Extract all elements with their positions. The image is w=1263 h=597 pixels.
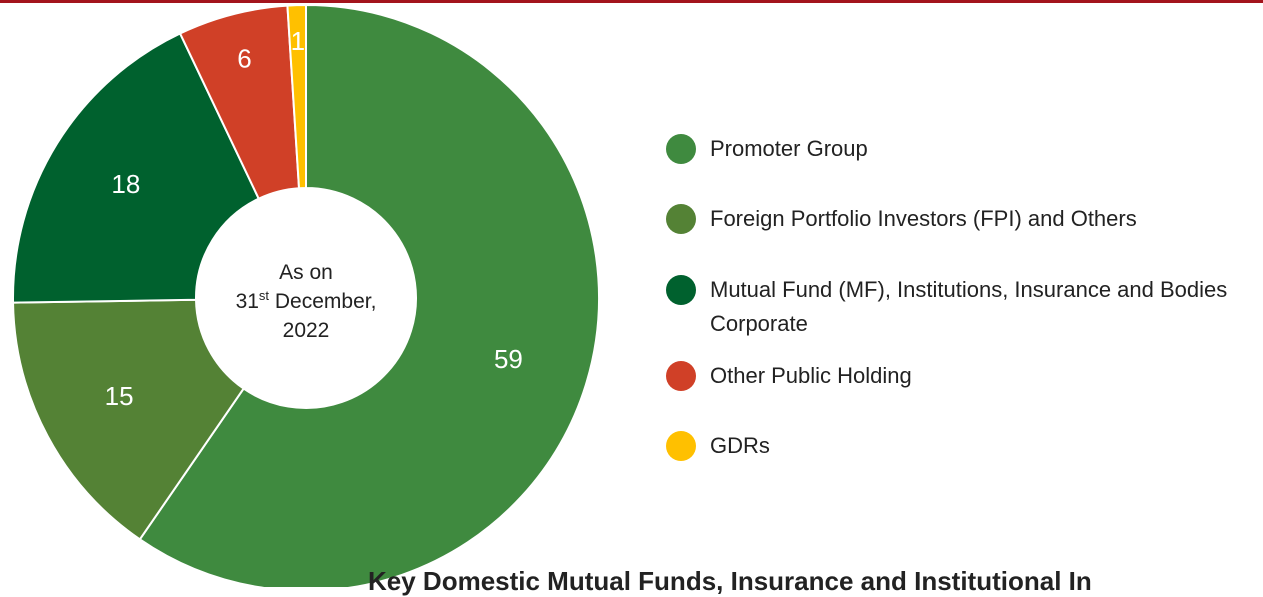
data-label: 15 xyxy=(105,381,134,411)
donut-slice xyxy=(138,3,600,587)
legend-label: Mutual Fund (MF), Institutions, Insuranc… xyxy=(710,277,1228,336)
center-line: As on xyxy=(279,261,333,284)
legend-item: GDRs xyxy=(666,429,1250,463)
legend-swatch xyxy=(666,275,696,305)
legend-item: Foreign Portfolio Investors (FPI) and Ot… xyxy=(666,202,1250,236)
legend-swatch xyxy=(666,134,696,164)
donut-slice xyxy=(12,32,261,304)
legend-swatch xyxy=(666,204,696,234)
data-label: 18 xyxy=(111,169,140,199)
legend-label: Promoter Group xyxy=(710,136,868,161)
data-label: 1 xyxy=(291,26,305,56)
center-text: As on 31st December, 2022 xyxy=(226,258,386,345)
center-day: 31 xyxy=(235,290,259,313)
center-year: 2022 xyxy=(282,319,330,342)
legend-item: Promoter Group xyxy=(666,132,1250,166)
center-suffix: st xyxy=(258,288,270,303)
legend-item: Mutual Fund (MF), Institutions, Insuranc… xyxy=(666,273,1250,341)
top-bar xyxy=(0,0,1263,3)
donut-slice xyxy=(286,3,307,190)
legend-label: Other Public Holding xyxy=(710,363,912,388)
legend-item: Other Public Holding xyxy=(666,359,1250,393)
legend-label: GDRs xyxy=(710,433,770,458)
legend-label: Foreign Portfolio Investors (FPI) and Ot… xyxy=(710,206,1137,231)
donut-slice xyxy=(12,298,246,541)
data-label: 6 xyxy=(237,44,251,74)
legend-swatch xyxy=(666,431,696,461)
center-month: December, xyxy=(269,290,377,313)
data-label: 59 xyxy=(494,344,523,374)
footer-text: Key Domestic Mutual Funds, Insurance and… xyxy=(368,566,1092,596)
legend-swatch xyxy=(666,361,696,391)
